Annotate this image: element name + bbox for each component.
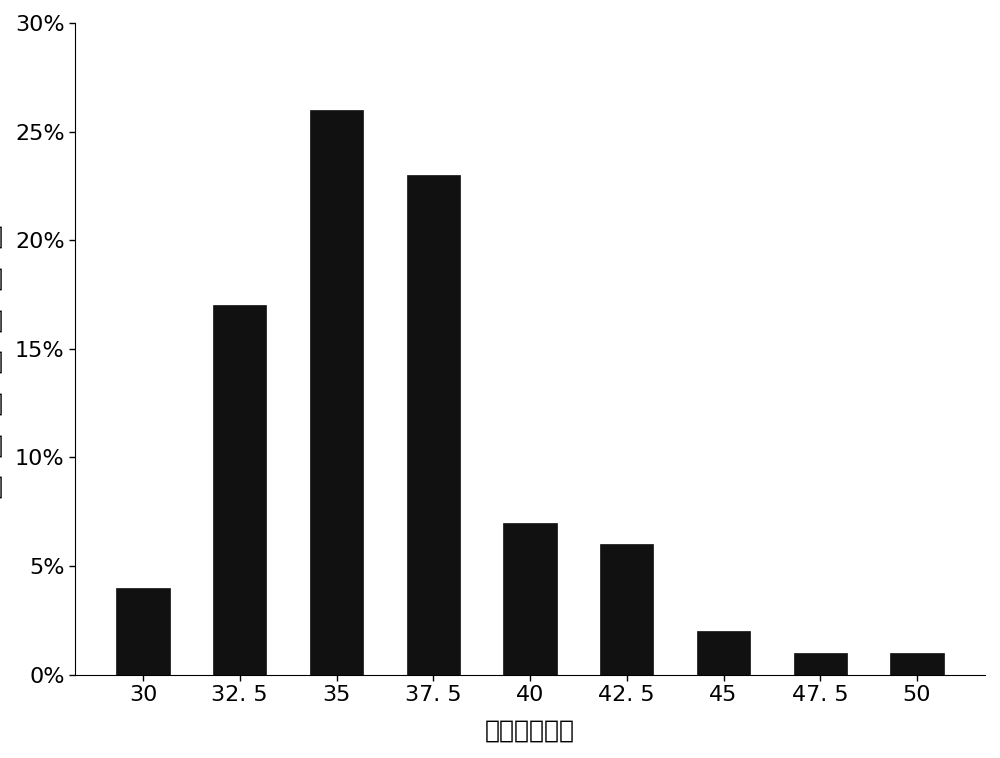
Text: 含: 含 — [0, 350, 3, 374]
Text: 粒: 粒 — [0, 225, 3, 249]
Text: 径: 径 — [0, 267, 3, 290]
Bar — [600, 544, 653, 675]
Bar — [697, 631, 750, 675]
Bar — [213, 305, 266, 675]
Bar — [503, 522, 557, 675]
Bar — [794, 653, 847, 675]
Bar — [310, 110, 363, 675]
Text: 所: 所 — [0, 309, 3, 332]
X-axis label: 粒径（微米）: 粒径（微米） — [485, 719, 575, 743]
Text: 百: 百 — [0, 392, 3, 415]
Bar — [890, 653, 944, 675]
Text: 数: 数 — [0, 475, 3, 499]
Text: 分: 分 — [0, 434, 3, 457]
Bar — [116, 587, 170, 675]
Bar — [407, 175, 460, 675]
